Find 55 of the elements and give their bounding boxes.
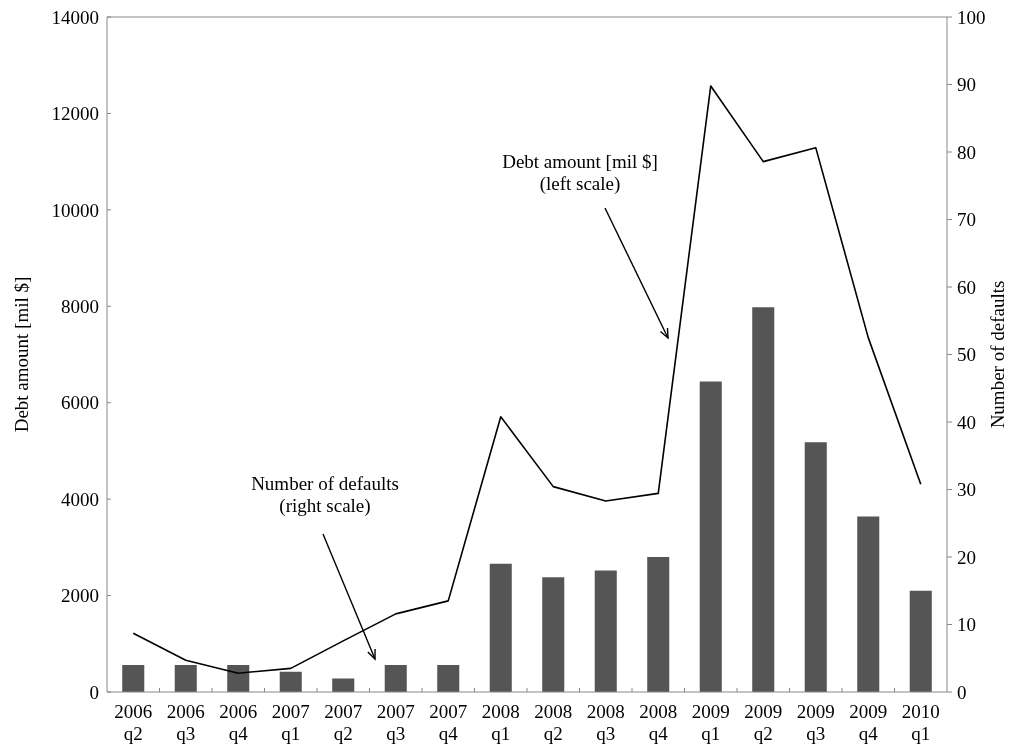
annotation: Debt amount [mil $] (left scale): [502, 151, 658, 195]
x-tick-label: 2009 q4: [849, 701, 888, 744]
bar: [542, 577, 565, 692]
bar: [174, 665, 197, 692]
annotation: Number of defaults (right scale): [251, 473, 399, 517]
y2-tick-label: 0: [957, 681, 967, 703]
y2-tick-label: 90: [957, 74, 976, 96]
y-tick-label: 8000: [61, 295, 99, 317]
x-tick-label: 2007 q2: [324, 701, 363, 744]
x-tick-label: 2008 q1: [481, 701, 520, 744]
x-tick-label: 2006 q4: [219, 701, 258, 744]
bar: [384, 665, 407, 692]
bar: [752, 307, 775, 692]
y2-tick-label: 100: [957, 6, 986, 28]
y-tick-label: 2000: [61, 585, 99, 607]
bar: [594, 570, 617, 692]
y-tick-label: 6000: [61, 392, 99, 414]
x-tick-label: 2006 q3: [166, 701, 205, 744]
x-tick-label: 2009 q3: [796, 701, 835, 744]
x-tick-label: 2007 q4: [429, 701, 468, 744]
y2-tick-label: 20: [957, 546, 976, 568]
bar: [647, 557, 670, 692]
y-tick-label: 12000: [51, 103, 99, 125]
bar: [122, 665, 145, 692]
y-tick-label: 4000: [61, 488, 99, 510]
y2-tick-label: 80: [957, 141, 976, 163]
y2-tick-label: 40: [957, 411, 976, 433]
y2-tick-label: 70: [957, 209, 976, 231]
y-tick-label: 14000: [51, 6, 99, 28]
y2-axis-title: Number of defaults: [987, 280, 1008, 429]
y2-tick-label: 30: [957, 479, 976, 501]
x-tick-label: 2009 q2: [744, 701, 783, 744]
x-tick-label: 2008 q3: [586, 701, 625, 744]
x-tick-label: 2007 q3: [376, 701, 415, 744]
x-tick-label: 2009 q1: [691, 701, 730, 744]
y2-tick-label: 50: [957, 344, 976, 366]
y-tick-label: 0: [89, 681, 99, 703]
y2-tick-label: 60: [957, 276, 976, 298]
bar: [857, 516, 880, 692]
x-tick-label: 2008 q4: [639, 701, 678, 744]
y-tick-label: 10000: [51, 199, 99, 221]
bar: [437, 665, 460, 692]
x-tick-label: 2007 q1: [271, 701, 310, 744]
y2-tick-label: 10: [957, 614, 976, 636]
bar: [804, 442, 827, 692]
x-tick-label: 2008 q2: [534, 701, 573, 744]
bar: [699, 381, 722, 692]
bar: [227, 665, 250, 692]
bar: [279, 671, 302, 692]
line-series: [132, 85, 922, 674]
bar: [909, 590, 932, 692]
y-axis-title: Debt amount [mil $]: [11, 276, 32, 433]
bar: [489, 563, 512, 692]
x-tick-label: 2006 q2: [114, 701, 153, 744]
x-tick-label: 2010 q1: [901, 701, 940, 744]
